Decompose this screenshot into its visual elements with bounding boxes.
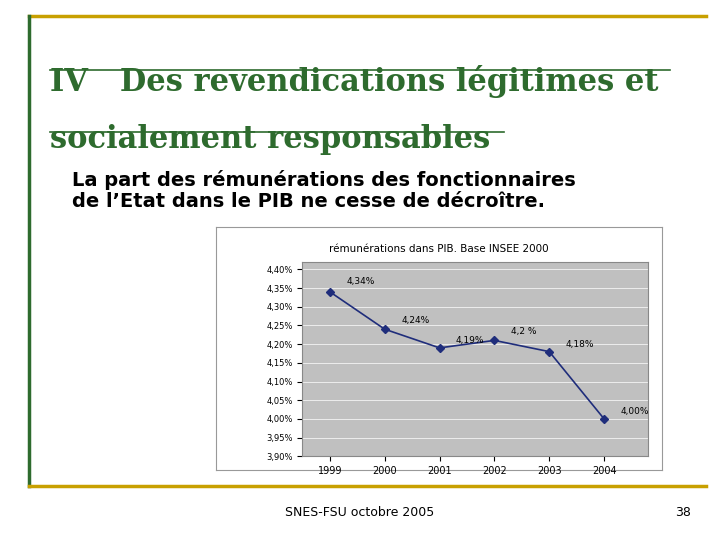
Text: 4,18%: 4,18% <box>566 340 594 349</box>
Text: 4,00%: 4,00% <box>621 407 649 416</box>
Text: rémunérations dans PIB. Base INSEE 2000: rémunérations dans PIB. Base INSEE 2000 <box>329 244 549 254</box>
Text: IV   Des revendications légitimes et: IV Des revendications légitimes et <box>50 65 659 98</box>
Text: SNES-FSU octobre 2005: SNES-FSU octobre 2005 <box>285 507 435 519</box>
Text: La part des rémunérations des fonctionnaires: La part des rémunérations des fonctionna… <box>72 170 576 190</box>
Text: 4,2 %: 4,2 % <box>511 327 536 336</box>
Text: socialement responsables: socialement responsables <box>50 124 490 155</box>
Text: de l’Etat dans le PIB ne cesse de décroître.: de l’Etat dans le PIB ne cesse de décroî… <box>72 192 545 211</box>
Text: 4,34%: 4,34% <box>346 277 374 286</box>
Text: 4,19%: 4,19% <box>456 336 485 345</box>
Text: 38: 38 <box>675 507 691 519</box>
Text: 4,24%: 4,24% <box>401 316 429 326</box>
